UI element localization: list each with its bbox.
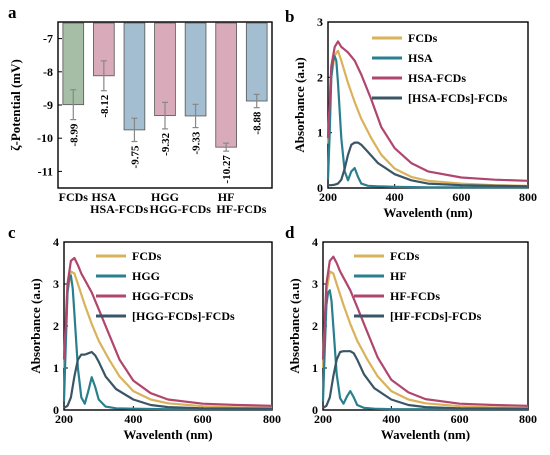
series-line bbox=[328, 141, 529, 188]
y-tick-label: 4 bbox=[53, 235, 59, 249]
legend-label: FCDs bbox=[390, 249, 420, 263]
series-line bbox=[322, 350, 529, 410]
x-tick-label: 600 bbox=[452, 190, 470, 204]
x-axis-label: Wavelenth (nm) bbox=[383, 205, 472, 220]
x-tick-label: 800 bbox=[519, 190, 537, 204]
legend-label: FCDs bbox=[408, 31, 438, 45]
series-line bbox=[326, 49, 529, 187]
panel-label-d: d bbox=[285, 223, 295, 242]
bar bbox=[154, 22, 176, 117]
legend-label: HSA bbox=[408, 51, 433, 65]
series-line bbox=[62, 270, 273, 409]
y-tick-label: 3 bbox=[317, 15, 323, 29]
panel-b-line-chart: 200 400 600 800 0 1 2 3 Wavelenth (nm) Absorbance… bbox=[292, 15, 537, 220]
y-tick-label: -7 bbox=[43, 32, 53, 46]
y-tick-label: 3 bbox=[312, 277, 318, 291]
y-tick-label: 2 bbox=[53, 319, 59, 333]
x-tick-label: HSA-FCDs bbox=[90, 202, 148, 216]
legend-label: [HSA-FCDs]-FCDs bbox=[408, 91, 508, 105]
y-tick-label: -8 bbox=[43, 65, 53, 79]
data-label: -8.12 bbox=[99, 94, 111, 117]
y-tick-label: 1 bbox=[53, 361, 59, 375]
legend-label: HSA-FCDs bbox=[408, 71, 466, 85]
x-tick-label: HGG bbox=[151, 190, 179, 204]
series-line bbox=[321, 289, 528, 411]
data-label: -10.27 bbox=[221, 155, 233, 184]
panel-label-a: a bbox=[8, 3, 17, 22]
panel-label-b: b bbox=[285, 7, 294, 26]
bar bbox=[184, 22, 207, 117]
x-tick-label: 200 bbox=[314, 412, 332, 426]
y-tick-label: 3 bbox=[53, 277, 59, 291]
bar bbox=[245, 22, 268, 102]
series-line bbox=[326, 40, 529, 182]
x-tick-label: 400 bbox=[382, 412, 400, 426]
y-axis-label: Absorbance (a.u) bbox=[292, 57, 307, 152]
panel-d-line-chart: 200 400 600 800 0 1 2 3 4 Wavelenth (nm) Absorbanc… bbox=[287, 235, 537, 442]
panel-c-line-chart: 200 400 600 800 0 1 2 3 4 Wavelenth (nm) Absorbanc… bbox=[28, 235, 281, 442]
x-axis-label: Wavelenth (nm) bbox=[123, 427, 212, 442]
legend-label: FCDs bbox=[132, 249, 162, 263]
x-tick-label: HSA bbox=[92, 190, 117, 204]
x-tick-label: 200 bbox=[319, 190, 337, 204]
x-tick-label: 200 bbox=[55, 412, 73, 426]
bar bbox=[123, 22, 146, 131]
legend-label: HF-FCDs bbox=[390, 289, 440, 303]
y-tick-label: 2 bbox=[312, 319, 318, 333]
x-tick-label: HF bbox=[218, 190, 235, 204]
series-line bbox=[321, 255, 529, 407]
plot-frame bbox=[327, 21, 529, 189]
y-tick-label: 0 bbox=[317, 181, 323, 195]
series-line bbox=[63, 350, 273, 410]
y-axis-label: ζ-Potential (mV) bbox=[8, 59, 23, 151]
data-label: -9.32 bbox=[160, 132, 172, 155]
series-line bbox=[321, 270, 529, 409]
x-tick-label: 800 bbox=[263, 412, 281, 426]
data-label: -9.33 bbox=[191, 131, 203, 154]
plot-frame bbox=[322, 241, 529, 411]
x-tick-label: 400 bbox=[386, 190, 404, 204]
x-tick-label: 600 bbox=[451, 412, 469, 426]
x-tick-label: 400 bbox=[124, 412, 142, 426]
y-tick-label: 2 bbox=[317, 70, 323, 84]
y-tick-label: 0 bbox=[53, 403, 59, 417]
panel-a-bar-chart: -7 -8 -9 -10 -11 ζ-Potential (mV) -8.99 FCDs -8.… bbox=[8, 21, 273, 216]
legend-label: HF bbox=[390, 269, 407, 283]
y-tick-label: -11 bbox=[38, 164, 53, 178]
legend-label: [HGG-FCDs]-FCDs bbox=[132, 309, 235, 323]
y-tick-label: 1 bbox=[317, 126, 323, 140]
x-tick-label: HGG-FCDs bbox=[150, 202, 212, 216]
x-axis-label: Wavelenth (nm) bbox=[381, 427, 470, 442]
x-tick-label: 800 bbox=[519, 412, 537, 426]
panel-label-c: c bbox=[8, 223, 16, 242]
data-label: -9.75 bbox=[129, 145, 141, 168]
y-tick-label: 0 bbox=[312, 403, 318, 417]
x-tick-label: HF-FCDs bbox=[216, 202, 266, 216]
legend-label: [HF-FCDs]-FCDs bbox=[390, 309, 482, 323]
legend-label: HGG bbox=[132, 269, 160, 283]
y-tick-label: 1 bbox=[312, 361, 318, 375]
y-tick-label: 4 bbox=[312, 235, 318, 249]
data-label: -8.88 bbox=[252, 111, 264, 134]
series-line bbox=[62, 256, 273, 407]
y-tick-label: -10 bbox=[37, 131, 53, 145]
legend-label: HGG-FCDs bbox=[132, 289, 194, 303]
y-axis-label: Absorbance (a.u) bbox=[287, 278, 302, 373]
x-tick-label: 600 bbox=[194, 412, 212, 426]
data-label: -8.99 bbox=[68, 123, 80, 146]
x-tick-label: FCDs bbox=[59, 190, 89, 204]
y-axis-label: Absorbance (a.u) bbox=[28, 278, 43, 373]
y-tick-label: -9 bbox=[43, 98, 53, 112]
bar bbox=[215, 22, 237, 148]
